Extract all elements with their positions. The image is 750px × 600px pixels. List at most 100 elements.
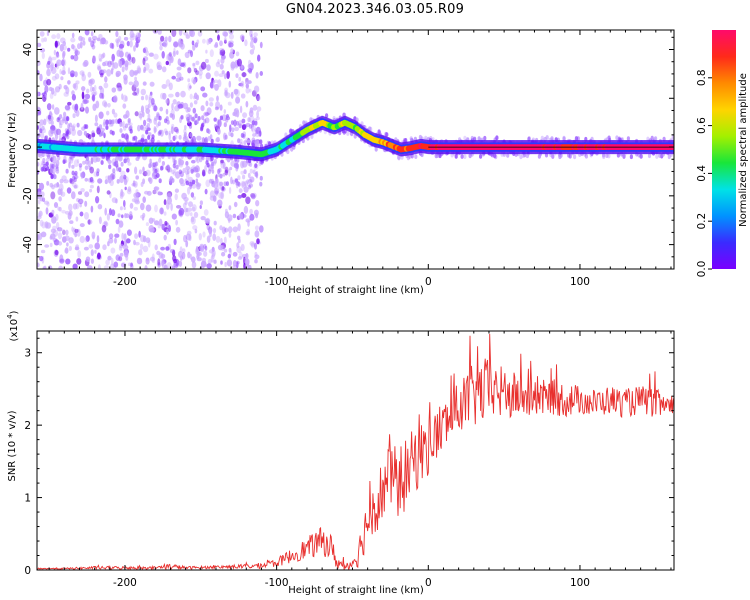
spectrogram-noise-dot: [217, 34, 220, 41]
spectrogram-noise-dot: [71, 191, 76, 200]
spectrogram-noise-dot: [116, 39, 119, 48]
spectrogram-noise-dot: [217, 119, 222, 128]
spectrogram-halo-dot: [104, 179, 108, 185]
spectrogram-noise-dot: [227, 226, 233, 234]
spectrogram-noise-dot: [49, 242, 53, 248]
spectrogram-noise-dot: [176, 72, 182, 79]
spectrogram-halo-dot: [50, 174, 54, 179]
spectrogram-noise-dot: [137, 124, 141, 132]
spectrogram-noise-dot: [209, 102, 214, 107]
spectrogram-halo-dot: [259, 139, 263, 145]
spectrogram-noise-dot: [106, 110, 110, 116]
spectrogram-halo-dot: [576, 136, 580, 142]
spectrogram-noise-dot: [224, 169, 229, 176]
spectrogram-noise-dot: [145, 50, 150, 56]
spectrogram-halo-dot: [211, 161, 215, 167]
spectrogram-noise-dot: [129, 202, 134, 209]
spectrogram-noise-dot: [61, 70, 66, 76]
spectrogram-halo-dot: [158, 178, 162, 184]
spectrogram-halo-dot: [154, 168, 158, 174]
spectrogram-noise-dot: [191, 256, 196, 263]
spectrogram-halo-dot: [154, 127, 158, 133]
spectrogram-noise-dot: [78, 198, 84, 205]
spectrogram-noise-dot: [46, 201, 50, 207]
spectrogram-noise-dot: [194, 165, 200, 173]
spectrogram-noise-dot: [242, 112, 248, 118]
spectrogram-noise-dot: [156, 111, 160, 118]
spectrogram-noise-dot: [171, 75, 176, 80]
spectrogram-noise-dot: [179, 76, 184, 81]
spectrogram-noise-dot: [107, 103, 111, 108]
spectrogram-noise-dot: [230, 61, 236, 69]
spectrogram-noise-dot: [119, 243, 124, 249]
spectrogram-halo-dot: [235, 180, 239, 186]
spectrogram-noise-dot: [204, 58, 209, 64]
spectrogram-halo-dot: [210, 138, 214, 144]
spectrogram-halo-dot: [246, 179, 250, 185]
spectrogram-halo-dot: [59, 123, 63, 129]
spectrogram-halo-dot: [192, 179, 196, 185]
spectrogram-noise-dot: [142, 166, 145, 173]
spectrogram-halo-dot: [47, 114, 52, 120]
spectrogram-halo-dot: [41, 125, 45, 131]
spectrogram-noise-dot: [180, 115, 184, 120]
spectrogram-noise-dot: [224, 227, 229, 233]
spectrogram-noise-dot: [230, 176, 233, 185]
spectrogram-halo-dot: [186, 169, 190, 175]
spectrogram-noise-dot: [140, 202, 145, 211]
spectrogram-halo-dot: [154, 174, 158, 180]
spectrogram-noise-dot: [88, 166, 93, 171]
spectrogram-noise-dot: [206, 235, 211, 243]
spectrogram-noise-dot: [155, 173, 160, 178]
spectrogram-noise-dot: [177, 58, 182, 66]
spectrogram-noise-dot: [61, 136, 66, 143]
spectrogram-noise-dot: [142, 81, 147, 86]
spectrogram-noise-dot: [53, 183, 60, 188]
spectrogram-halo-dot: [237, 138, 241, 144]
spectrogram-noise-dot: [173, 238, 177, 246]
spectrogram-noise-dot: [255, 131, 260, 138]
spectrogram-halo-dot: [247, 184, 252, 190]
spectrogram-noise-dot: [166, 53, 172, 62]
spectrogram-noise-dot: [111, 209, 116, 217]
spectrogram-noise-dot: [192, 196, 196, 201]
spectrogram-halo-dot: [40, 166, 45, 172]
spectrogram-noise-dot: [78, 163, 83, 168]
spectrogram-noise-dot: [54, 73, 60, 80]
spectrogram-noise-dot: [254, 230, 260, 238]
spectrogram-halo-dot: [213, 159, 217, 164]
spectrogram-noise-dot: [157, 258, 161, 266]
spectrogram-noise-dot: [240, 80, 245, 88]
spectrogram-halo-dot: [164, 118, 168, 124]
spectrogram-halo-dot: [66, 116, 70, 122]
spectrogram-noise-dot: [224, 87, 229, 94]
spectrogram-noise-dot: [220, 57, 225, 64]
spectrogram-halo-dot: [116, 179, 120, 184]
spectrogram-noise-dot: [60, 37, 66, 44]
spectrogram-halo-dot: [654, 136, 658, 142]
spectrogram-noise-dot: [134, 166, 138, 175]
spectrogram-noise-dot: [128, 262, 131, 267]
spectrogram-noise-dot: [121, 93, 124, 100]
spectrogram-noise-dot: [113, 261, 119, 268]
spectrogram-noise-dot: [93, 90, 98, 96]
spectrogram-noise-dot: [193, 211, 199, 218]
spectrogram-noise-dot: [136, 257, 143, 265]
spectrogram-halo-dot: [171, 169, 175, 175]
spectrogram-noise-dot: [154, 204, 158, 213]
spectrogram-halo-dot: [96, 126, 100, 131]
spectrogram-noise-dot: [182, 102, 189, 110]
spectrogram-noise-dot: [221, 70, 225, 75]
spectrogram-noise-dot: [197, 251, 202, 256]
spectrogram-halo-dot: [217, 172, 221, 178]
spectrogram-noise-dot: [145, 204, 152, 212]
spectrogram-noise-dot: [108, 237, 114, 244]
spectrogram-noise-dot: [46, 103, 52, 111]
spectrogram-noise-dot: [52, 155, 57, 164]
spectrogram-noise-dot: [221, 251, 226, 257]
spectrogram-noise-dot: [61, 175, 67, 181]
spectrogram-noise-dot: [68, 210, 73, 217]
spectrogram-halo-dot: [194, 113, 198, 119]
spectrogram-noise-dot: [122, 244, 129, 250]
spectrogram-noise-dot: [97, 178, 103, 184]
